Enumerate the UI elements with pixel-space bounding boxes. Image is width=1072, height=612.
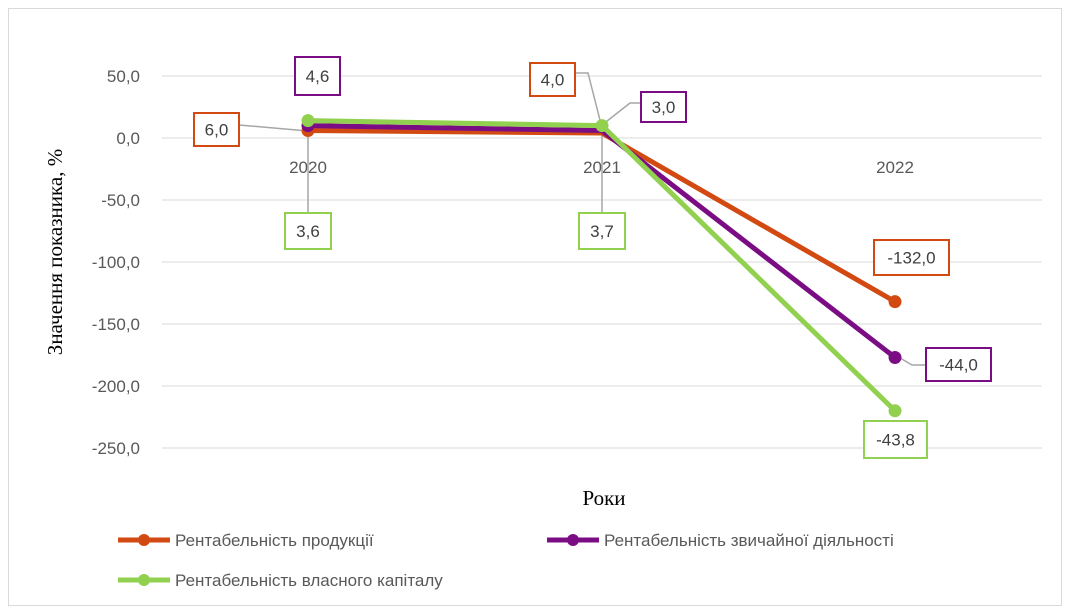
data-label-box [863,420,928,459]
legend-label-product-profitability: Рентабельність продукції [175,531,374,550]
y-tick-label: -250,0 [92,439,140,458]
data-label-box [284,212,332,250]
data-label-leader [238,124,309,132]
data-label: 4,6 [306,67,330,86]
y-tick-label: -50,0 [101,191,140,210]
x-tick-label: 2022 [876,158,914,177]
legend-marker-product-profitability [138,534,150,546]
data-label: 3,6 [296,222,320,241]
series-point [301,114,315,128]
series-point [888,295,902,309]
data-label: 3,7 [590,222,614,241]
data-label: 6,0 [205,121,229,140]
data-label-box [193,112,240,147]
x-axis-title: Роки [582,486,625,510]
data-label-box [925,347,992,382]
series-point [595,119,609,133]
series-point [888,350,902,364]
y-tick-label: 50,0 [107,67,140,86]
data-label: -132,0 [887,249,935,268]
y-tick-label: -200,0 [92,377,140,396]
legend-marker-equity-profitability [138,574,150,586]
data-label-box [529,62,576,97]
series-point [888,404,902,418]
data-labels: 6,0 4,0 -132,0 4,6 3,0 -44,0 3,6 3,7 -43,8 [193,56,992,459]
data-label: 4,0 [541,71,565,90]
data-label-box [640,91,687,123]
data-label-box [873,239,950,276]
y-tick-label: -150,0 [92,315,140,334]
data-label-leader [575,72,603,129]
data-label-box [578,212,626,250]
data-label-box [294,56,341,96]
y-axis-ticks: 50,0 0,0 -50,0 -100,0 -150,0 -200,0 -250,0 [92,67,140,458]
data-label: -43,8 [876,431,915,450]
series-points [301,114,902,418]
data-label: 3,0 [652,98,676,117]
legend-label-equity-profitability: Рентабельність власного капіталу [175,571,443,590]
legend-item-ordinary-activity-profitability: Рентабельність звичайної діяльності [547,531,894,550]
y-axis-title: Значення показника, % [43,149,67,355]
legend-item-equity-profitability: Рентабельність власного капіталу [118,571,443,590]
legend-marker-ordinary-activity-profitability [567,534,579,546]
y-tick-label: -100,0 [92,253,140,272]
legend-item-product-profitability: Рентабельність продукції [118,531,374,550]
legend: Рентабельність продукції Рентабельність … [118,531,894,590]
y-tick-label: 0,0 [116,129,140,148]
chart-frame [8,8,1062,606]
data-label-leader [601,102,641,126]
legend-label-ordinary-activity-profitability: Рентабельність звичайної діяльності [604,531,894,550]
data-label: -44,0 [939,356,978,375]
